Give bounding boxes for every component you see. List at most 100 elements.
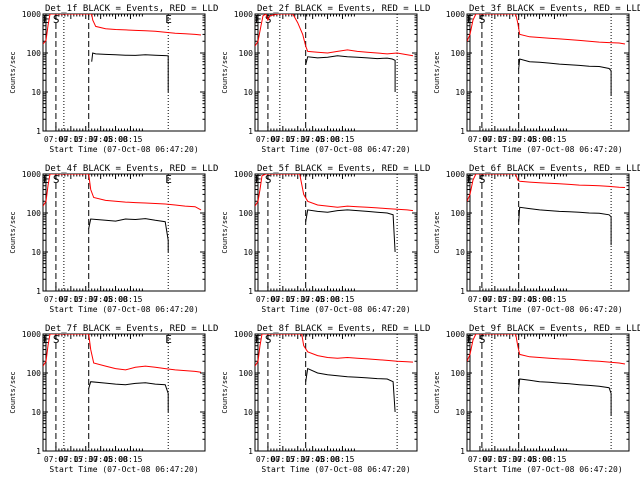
x-tick-label: 08:00 — [316, 455, 340, 464]
lld-rate-line — [255, 334, 414, 367]
x-tick-label: 07:45 — [513, 295, 537, 304]
x-tick-label: 07:00 — [44, 295, 68, 304]
event-marker-label: E — [43, 173, 50, 186]
y-axis-label: Counts/sec — [433, 51, 441, 93]
y-tick-label: 100 — [451, 49, 466, 58]
event-marker-label: E — [165, 333, 172, 346]
y-tick-label: 10 — [31, 408, 41, 417]
x-axis-label: Start Time (07-Oct-08 06:47:20) — [261, 465, 410, 474]
plot-frame — [254, 333, 418, 452]
plot-frame — [466, 333, 630, 452]
y-tick-label: 1000 — [234, 330, 253, 339]
x-tick-label: 07:45 — [89, 295, 113, 304]
event-marker-label: E — [165, 173, 172, 186]
chart-title: Det_8f BLACK = Events, RED = LLD — [257, 324, 430, 334]
event-marker-label: E — [467, 13, 474, 26]
y-axis-label: Counts/sec — [433, 211, 441, 253]
x-axis-label: Start Time (07-Oct-08 06:47:20) — [49, 465, 198, 474]
events-rate-line — [305, 367, 396, 413]
y-tick-label: 1 — [460, 287, 465, 296]
x-axis-label: Start Time (07-Oct-08 06:47:20) — [261, 305, 410, 314]
event-marker-label: E — [165, 13, 172, 26]
chart-title: Det_5f BLACK = Events, RED = LLD — [257, 164, 430, 174]
event-marker-label: E — [255, 13, 262, 26]
plot-frame — [42, 333, 206, 452]
events-rate-line — [305, 209, 396, 253]
x-tick-label: 08:15 — [330, 295, 354, 304]
lld-rate-line — [43, 174, 202, 211]
x-tick-label: 08:00 — [316, 135, 340, 144]
events-rate-line — [518, 378, 612, 416]
x-tick-label: 07:30 — [286, 295, 310, 304]
x-tick-label: 08:00 — [104, 455, 128, 464]
chart-panel: Det_2f BLACK = Events, RED = LLD 1 10 100 10… — [221, 4, 430, 154]
chart-title: Det_2f BLACK = Events, RED = LLD — [257, 4, 430, 14]
events-rate-line — [518, 58, 612, 96]
x-axis-label: Start Time (07-Oct-08 06:47:20) — [473, 305, 622, 314]
y-tick-label: 1000 — [234, 10, 253, 19]
x-tick-label: 08:15 — [118, 135, 142, 144]
x-tick-label: 07:15 — [483, 295, 507, 304]
y-tick-label: 10 — [455, 408, 465, 417]
x-tick-label: 08:15 — [542, 455, 566, 464]
x-tick-label: 07:15 — [59, 135, 83, 144]
plot-frame — [466, 13, 630, 132]
x-tick-label: 07:00 — [468, 295, 492, 304]
y-tick-label: 100 — [27, 209, 42, 218]
x-tick-label: 07:00 — [44, 135, 68, 144]
y-axis-label: Counts/sec — [9, 371, 17, 413]
y-tick-label: 1 — [248, 447, 253, 456]
lld-rate-line — [467, 334, 626, 365]
y-tick-label: 100 — [27, 49, 42, 58]
x-tick-label: 08:15 — [118, 455, 142, 464]
y-tick-label: 1000 — [22, 10, 41, 19]
y-tick-label: 1 — [460, 127, 465, 136]
x-tick-label: 08:15 — [330, 135, 354, 144]
lld-rate-line — [255, 14, 414, 57]
x-tick-label: 07:30 — [74, 455, 98, 464]
event-marker-label: S — [479, 173, 486, 186]
y-tick-label: 1000 — [446, 170, 465, 179]
chart-panel: Det_5f BLACK = Events, RED = LLD 1 10 100 10… — [221, 164, 430, 314]
chart-title: Det_1f BLACK = Events, RED = LLD — [45, 4, 218, 14]
y-tick-label: 1000 — [446, 10, 465, 19]
x-tick-label: 07:00 — [468, 455, 492, 464]
events-rate-line — [91, 52, 169, 92]
x-tick-label: 07:30 — [498, 295, 522, 304]
x-tick-label: 07:45 — [301, 135, 325, 144]
x-tick-label: 07:45 — [513, 135, 537, 144]
x-tick-label: 07:00 — [468, 135, 492, 144]
x-tick-label: 08:00 — [528, 455, 552, 464]
x-tick-label: 07:30 — [498, 455, 522, 464]
chart-title: Det_3f BLACK = Events, RED = LLD — [469, 4, 640, 14]
event-marker-label: S — [53, 13, 60, 26]
event-marker-label: E — [467, 333, 474, 346]
chart-panel: Det_1f BLACK = Events, RED = LLD 1 10 100 10… — [9, 4, 218, 154]
y-tick-label: 1 — [36, 287, 41, 296]
x-tick-label: 07:45 — [89, 455, 113, 464]
y-axis-label: Counts/sec — [221, 371, 229, 413]
y-tick-label: 100 — [451, 209, 466, 218]
x-tick-label: 07:30 — [498, 135, 522, 144]
x-tick-label: 08:15 — [330, 455, 354, 464]
x-tick-label: 07:15 — [483, 135, 507, 144]
event-marker-label: E — [255, 173, 262, 186]
x-tick-label: 08:15 — [118, 295, 142, 304]
x-tick-label: 07:00 — [256, 295, 280, 304]
x-tick-label: 08:15 — [542, 135, 566, 144]
y-tick-label: 1 — [460, 447, 465, 456]
chart-panel: Det_3f BLACK = Events, RED = LLD 1 10 100 10… — [433, 4, 640, 154]
x-tick-label: 07:00 — [256, 135, 280, 144]
x-tick-label: 08:00 — [104, 295, 128, 304]
x-tick-label: 08:00 — [316, 295, 340, 304]
x-axis-label: Start Time (07-Oct-08 06:47:20) — [473, 145, 622, 154]
y-tick-label: 1 — [36, 447, 41, 456]
y-tick-label: 100 — [451, 369, 466, 378]
x-tick-label: 07:00 — [44, 455, 68, 464]
x-tick-label: 07:45 — [301, 455, 325, 464]
x-tick-label: 07:15 — [271, 135, 295, 144]
y-tick-label: 10 — [243, 248, 253, 257]
events-rate-line — [305, 55, 396, 92]
y-tick-label: 100 — [239, 369, 254, 378]
y-tick-label: 100 — [27, 369, 42, 378]
